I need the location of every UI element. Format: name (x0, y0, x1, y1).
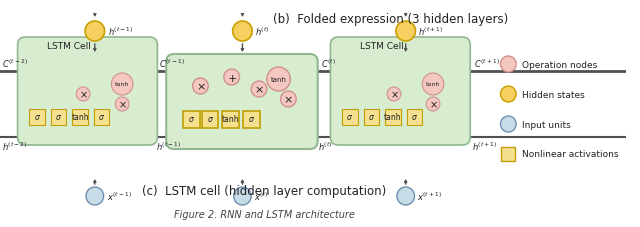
Text: $\sigma$: $\sigma$ (98, 113, 105, 122)
Bar (364, 109, 380, 126)
Text: $x^{(t)}$: $x^{(t)}$ (254, 190, 268, 202)
Bar (342, 109, 358, 126)
Text: $\sigma$: $\sigma$ (188, 115, 195, 124)
FancyBboxPatch shape (17, 38, 157, 145)
Text: Operation nodes: Operation nodes (522, 60, 597, 69)
Text: $C^{(t-1)}$: $C^{(t-1)}$ (159, 57, 185, 70)
Bar (94, 109, 109, 126)
Text: $h^{(t+1)}$: $h^{(t+1)}$ (419, 26, 444, 38)
Circle shape (234, 187, 252, 205)
Circle shape (85, 22, 104, 42)
Text: $\times$: $\times$ (79, 89, 88, 100)
Text: $\sigma$: $\sigma$ (207, 115, 214, 124)
Text: $x^{(t-1)}$: $x^{(t-1)}$ (106, 190, 131, 202)
Text: $\times$: $\times$ (429, 99, 438, 110)
Text: tanh: tanh (115, 82, 129, 87)
Text: tanh: tanh (222, 115, 239, 124)
Text: $C^{(t+1)}$: $C^{(t+1)}$ (474, 57, 500, 70)
Bar (243, 111, 260, 128)
FancyBboxPatch shape (166, 55, 317, 149)
Text: $\times$: $\times$ (195, 81, 205, 92)
Bar (222, 111, 239, 128)
Text: $h^{(t)}$: $h^{(t)}$ (255, 26, 269, 38)
Text: LSTM Cell: LSTM Cell (47, 41, 91, 50)
Text: Hidden states: Hidden states (522, 90, 585, 99)
Text: tanh: tanh (71, 113, 89, 122)
Text: $x^{(t+1)}$: $x^{(t+1)}$ (417, 190, 442, 202)
Text: $C^{(t)}$: $C^{(t)}$ (321, 57, 335, 70)
Circle shape (86, 187, 104, 205)
Bar (385, 109, 401, 126)
Text: $\sigma$: $\sigma$ (368, 113, 375, 122)
Bar (29, 109, 45, 126)
Bar (183, 111, 200, 128)
Circle shape (500, 87, 516, 103)
Text: $C^{(t-2)}$: $C^{(t-2)}$ (2, 57, 28, 70)
FancyBboxPatch shape (330, 38, 470, 145)
Text: LSTM Cell: LSTM Cell (360, 41, 404, 50)
Text: $\sigma$: $\sigma$ (55, 113, 62, 122)
Bar (72, 109, 88, 126)
Text: Input units: Input units (522, 120, 571, 129)
Circle shape (233, 22, 252, 42)
Text: Nonlinear activations: Nonlinear activations (522, 150, 618, 159)
Circle shape (111, 74, 133, 96)
Text: $\times$: $\times$ (254, 84, 264, 95)
Text: $h^{(t-2)}$: $h^{(t-2)}$ (2, 140, 28, 153)
Text: tanh: tanh (271, 77, 287, 83)
Bar (51, 109, 67, 126)
Text: $\sigma$: $\sigma$ (248, 115, 255, 124)
Text: $\sigma$: $\sigma$ (346, 113, 353, 122)
Circle shape (500, 57, 516, 73)
Text: $+$: $+$ (227, 72, 237, 83)
Circle shape (115, 98, 129, 111)
Text: (c)  LSTM cell (hidden layer computation): (c) LSTM cell (hidden layer computation) (142, 184, 386, 197)
Text: (b)  Folded expression (3 hidden layers): (b) Folded expression (3 hidden layers) (273, 13, 509, 26)
Circle shape (500, 116, 516, 132)
Text: tanh: tanh (384, 113, 402, 122)
Text: $h^{(t-1)}$: $h^{(t-1)}$ (156, 140, 182, 153)
Bar (202, 111, 218, 128)
Text: Figure 2. RNN and LSTM architecture: Figure 2. RNN and LSTM architecture (173, 209, 355, 219)
Bar (406, 109, 422, 126)
Circle shape (397, 187, 415, 205)
Text: $\times$: $\times$ (390, 89, 398, 100)
Text: $h^{(t)}$: $h^{(t)}$ (317, 140, 332, 153)
Circle shape (76, 88, 90, 101)
Text: $\times$: $\times$ (118, 99, 127, 110)
Circle shape (193, 79, 208, 95)
Circle shape (252, 82, 267, 98)
Circle shape (224, 70, 239, 86)
Text: $\sigma$: $\sigma$ (34, 113, 41, 122)
Bar (502, 147, 515, 161)
Text: $h^{(t+1)}$: $h^{(t+1)}$ (472, 140, 497, 153)
Circle shape (422, 74, 444, 96)
Circle shape (426, 98, 440, 111)
Circle shape (267, 68, 291, 92)
Text: $h^{(t-1)}$: $h^{(t-1)}$ (108, 26, 133, 38)
Text: $\times$: $\times$ (284, 94, 293, 105)
Text: tanh: tanh (426, 82, 440, 87)
Circle shape (280, 92, 296, 108)
Text: $\sigma$: $\sigma$ (411, 113, 418, 122)
Circle shape (396, 22, 415, 42)
Circle shape (387, 88, 401, 101)
